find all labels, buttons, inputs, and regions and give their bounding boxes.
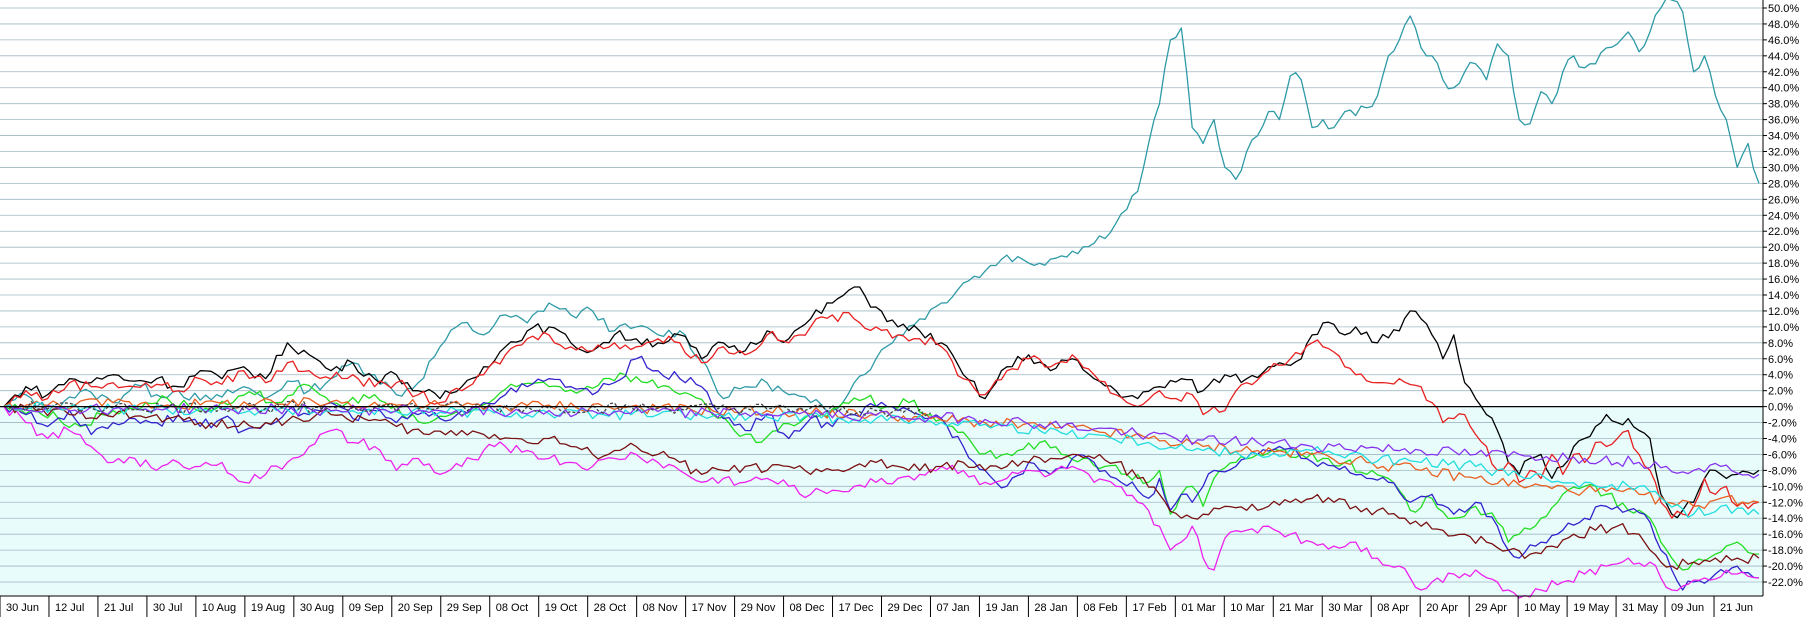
x-tick-label: 21 Mar	[1279, 602, 1314, 614]
series-line	[3, 311, 1760, 519]
y-tick-label: 48.0%	[1768, 19, 1799, 31]
y-tick-label: -2.0%	[1768, 418, 1797, 430]
y-axis-ticks: 50.0% 48.0% 46.0% 44.0% 42.0% 40.0% 38.0% 36.0%…	[1763, 3, 1803, 589]
y-tick-label: 38.0%	[1768, 99, 1799, 111]
y-tick-label: 26.0%	[1768, 194, 1799, 206]
y-tick-label: -8.0%	[1768, 465, 1797, 477]
x-tick-label: 21 Jul	[104, 602, 133, 614]
y-tick-label: 32.0%	[1768, 147, 1799, 159]
x-tick-label: 19 Oct	[545, 602, 577, 614]
x-tick-label: 09 Jun	[1671, 602, 1704, 614]
x-axis-ticks: 30 Jun 12 Jul 21 Jul 30 Jul 10 Aug 19 Aug 30 A…	[0, 596, 1753, 617]
series-line	[3, 372, 1760, 571]
x-tick-label: 07 Jan	[936, 602, 969, 614]
y-tick-label: 2.0%	[1768, 386, 1793, 398]
x-tick-label: 30 Mar	[1328, 602, 1363, 614]
y-tick-label: 4.0%	[1768, 370, 1793, 382]
grid-lines	[0, 7, 1763, 583]
y-tick-label: 14.0%	[1768, 290, 1799, 302]
series-line	[3, 401, 1760, 570]
x-tick-label: 30 Jun	[6, 602, 39, 614]
x-tick-label: 10 Mar	[1230, 602, 1265, 614]
x-tick-label: 17 Dec	[839, 602, 874, 614]
x-tick-label: 08 Oct	[496, 602, 528, 614]
y-tick-label: 36.0%	[1768, 115, 1799, 127]
x-tick-label: 30 Jul	[153, 602, 182, 614]
x-tick-label: 20 Sep	[398, 602, 433, 614]
x-tick-label: 17 Feb	[1132, 602, 1166, 614]
y-tick-label: 42.0%	[1768, 67, 1799, 79]
series-line	[3, 0, 1760, 413]
x-tick-label: 31 May	[1622, 602, 1659, 614]
x-tick-label: 10 May	[1524, 602, 1561, 614]
x-tick-label: 08 Dec	[790, 602, 825, 614]
series-line	[3, 401, 1760, 519]
x-tick-label: 19 Aug	[251, 602, 285, 614]
y-tick-label: 0.0%	[1768, 402, 1793, 414]
y-tick-label: -4.0%	[1768, 434, 1797, 446]
y-tick-label: 24.0%	[1768, 210, 1799, 222]
series-line	[3, 286, 1760, 519]
y-tick-label: -10.0%	[1768, 481, 1803, 493]
y-tick-label: 22.0%	[1768, 226, 1799, 238]
x-tick-label: 20 Apr	[1426, 602, 1458, 614]
series-line	[3, 406, 1760, 599]
x-tick-label: 19 Jan	[985, 602, 1018, 614]
y-tick-label: 34.0%	[1768, 131, 1799, 143]
series-group	[3, 0, 1760, 599]
y-tick-label: 50.0%	[1768, 3, 1799, 15]
y-tick-label: 44.0%	[1768, 51, 1799, 63]
x-tick-label: 29 Sep	[447, 602, 482, 614]
x-tick-label: 29 Nov	[741, 602, 776, 614]
x-tick-label: 08 Feb	[1083, 602, 1117, 614]
y-tick-label: 16.0%	[1768, 274, 1799, 286]
y-tick-label: 46.0%	[1768, 35, 1799, 47]
y-tick-label: -16.0%	[1768, 529, 1803, 541]
y-tick-label: 8.0%	[1768, 338, 1793, 350]
y-tick-label: 30.0%	[1768, 162, 1799, 174]
series-line	[3, 402, 1760, 479]
y-tick-label: -14.0%	[1768, 513, 1803, 525]
x-tick-label: 19 May	[1573, 602, 1610, 614]
x-tick-label: 09 Sep	[349, 602, 384, 614]
y-tick-label: 10.0%	[1768, 322, 1799, 334]
x-tick-label: 29 Apr	[1475, 602, 1507, 614]
x-tick-label: 01 Mar	[1181, 602, 1216, 614]
x-tick-label: 10 Aug	[202, 602, 236, 614]
negative-area-background	[0, 406, 1763, 596]
y-tick-label: -18.0%	[1768, 545, 1803, 557]
x-tick-label: 30 Aug	[300, 602, 334, 614]
x-tick-label: 28 Oct	[594, 602, 626, 614]
y-tick-label: -6.0%	[1768, 449, 1797, 461]
y-tick-label: 18.0%	[1768, 258, 1799, 270]
x-tick-label: 12 Jul	[55, 602, 84, 614]
x-tick-label: 21 Jun	[1720, 602, 1753, 614]
y-tick-label: -22.0%	[1768, 577, 1803, 589]
x-tick-label: 17 Nov	[692, 602, 727, 614]
x-tick-label: 28 Jan	[1034, 602, 1067, 614]
x-tick-label: 29 Dec	[888, 602, 923, 614]
y-tick-label: -12.0%	[1768, 497, 1803, 509]
x-tick-label: 08 Nov	[643, 602, 678, 614]
y-tick-label: 40.0%	[1768, 83, 1799, 95]
y-tick-label: 28.0%	[1768, 178, 1799, 190]
x-tick-label: 08 Apr	[1377, 602, 1409, 614]
y-tick-label: 20.0%	[1768, 242, 1799, 254]
y-tick-label: 12.0%	[1768, 306, 1799, 318]
y-tick-label: -20.0%	[1768, 561, 1803, 573]
y-tick-label: 6.0%	[1768, 354, 1793, 366]
